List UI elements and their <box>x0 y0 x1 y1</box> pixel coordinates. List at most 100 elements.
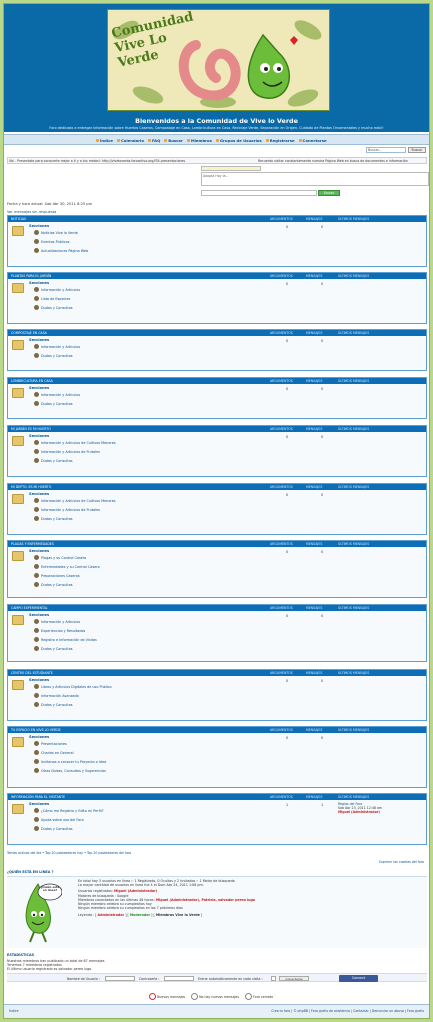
subforum-link[interactable]: Información y Artículos <box>34 619 80 624</box>
nav-register[interactable]: Registrarse <box>265 138 295 143</box>
subforum-link[interactable]: Información y Artículos de Cultivos Meno… <box>34 498 116 503</box>
unanswered-link[interactable]: Ver mensajes sin respuesta <box>7 210 57 214</box>
subforum-link[interactable]: Registro e Información de Visitas <box>34 637 97 642</box>
subforum-link[interactable]: Actualizaciones Página Web <box>34 248 88 253</box>
category-title[interactable]: CENTRO DEL ESTUDIANTE <box>11 671 53 675</box>
subforum-link[interactable]: Invítanos a conocer tu Proyecto o Idea <box>34 759 106 764</box>
footer-links[interactable]: Crea tu foro | © phpBB | Foro gratis de … <box>271 1009 424 1013</box>
subforum-icon <box>34 401 39 406</box>
legend-moderator[interactable]: Moderador <box>129 913 151 918</box>
category-title[interactable]: PLANTAS PARA EL JARDÍN <box>11 274 52 278</box>
category-title[interactable]: PLAGAS Y ENFERMEDADES <box>11 542 54 546</box>
nav-faq[interactable]: FAQ <box>147 138 160 143</box>
login-button[interactable]: Conectarse <box>279 976 309 981</box>
who-online-box: ¿Quién está en línea? En total hay 3 usu… <box>7 876 427 948</box>
subforum-icon <box>34 353 39 358</box>
category-title[interactable]: MI JARDÍN ES MI HUERTO <box>11 427 51 431</box>
category-title[interactable]: CAMPO EXPERIMENTAL <box>11 606 48 610</box>
sections-label[interactable]: Secciones <box>29 492 50 496</box>
sections-label[interactable]: Secciones <box>29 735 50 739</box>
sections-label[interactable]: Secciones <box>29 434 50 438</box>
subforum-link[interactable]: Información y Artículos de Cultivos Meno… <box>34 440 116 445</box>
search-input[interactable]: Buscar... <box>366 147 406 153</box>
nav-members[interactable]: Miembros <box>186 138 212 143</box>
subforum-link[interactable]: Plagas y su Control Casero <box>34 555 86 560</box>
nav-index[interactable]: Índice <box>96 138 113 143</box>
subforum-link[interactable]: Información y Artículos <box>34 287 80 292</box>
legend-members[interactable]: Miembros Vive lo Verde <box>155 913 200 918</box>
subforum-link[interactable]: Experiencias y Resultados <box>34 628 85 633</box>
subforum-link[interactable]: Dudas y Consultas <box>34 582 73 587</box>
sections-label[interactable]: Secciones <box>29 386 50 390</box>
nav-calendar[interactable]: Calendario <box>116 138 144 143</box>
category-title[interactable]: NOTICIAS <box>11 217 27 221</box>
subforum-icon <box>34 808 39 813</box>
news-ticker[interactable]: Vbl - Presentate para conocerte mejor a … <box>7 157 427 164</box>
last24-users[interactable]: Miguel (Administrador), Patricia, salvad… <box>155 897 256 902</box>
subforum-link[interactable]: Dudas y Consultas <box>34 646 73 651</box>
last-post-title[interactable]: Reglas del Foro <box>338 802 363 806</box>
category-title[interactable]: MI DEPTO. ES MI HUERTO <box>11 485 52 489</box>
subforum-link[interactable]: Dudas y Consultas <box>34 401 73 406</box>
subforum-link[interactable]: Dudas y Consultas <box>34 702 73 707</box>
sections-label[interactable]: Secciones <box>29 224 50 228</box>
subforum-link[interactable]: Dudas y Consultas <box>34 516 73 521</box>
top-posters-links[interactable]: Temas activos del día • Top 20 posteador… <box>7 851 132 855</box>
subforum-link[interactable]: Información y Artículos de Frutales <box>34 449 100 454</box>
subforum-link[interactable]: Libros y Artículos Digitales de uso Públ… <box>34 684 112 689</box>
subforum-link[interactable]: ¿Cómo me Registro y Edito mi Perfil? <box>34 808 104 813</box>
sections-label[interactable]: Secciones <box>29 613 50 617</box>
stats-title: ESTADÍSTICAS <box>7 953 35 957</box>
subforum-link[interactable]: Eventos Públicos <box>34 239 70 244</box>
category-title[interactable]: INFORMACIÓN PARA EL VISITANTE <box>11 795 66 799</box>
subforum-icon <box>34 507 39 512</box>
legend-admin[interactable]: Administrador <box>97 913 125 918</box>
last-post-author[interactable]: Miguel (Administrador) <box>338 810 380 815</box>
nav-groups[interactable]: Grupos de Usuarios <box>215 138 262 143</box>
subforum-link[interactable]: Información y Artículos <box>34 344 80 349</box>
category-title[interactable]: COMPOSTAJE EN CASA <box>11 331 47 335</box>
password-field[interactable] <box>164 976 194 981</box>
subforum-icon <box>34 287 39 292</box>
category-title[interactable]: TU ESPACIO EN VIVE LO VERDE <box>11 728 61 732</box>
registered-user[interactable]: Miguel (Administrador) <box>114 889 158 894</box>
subforum-link[interactable]: Dudas y Consultas <box>34 458 73 463</box>
sections-label[interactable]: Secciones <box>29 802 50 806</box>
subforum-link[interactable]: Noticias Vive lo Verde <box>34 230 78 235</box>
subforum-link[interactable]: Charlas en General <box>34 750 74 755</box>
remember-checkbox[interactable] <box>271 976 276 981</box>
sections-label[interactable]: Secciones <box>29 281 50 285</box>
subforum-link[interactable]: Otras Dudas, Consultas y Sugerencias <box>34 768 106 773</box>
chat-send-button[interactable]: Enviar <box>318 190 340 196</box>
nav-search[interactable]: Buscar <box>164 138 183 143</box>
subforum-link[interactable]: Información y Artículos de Frutales <box>34 507 100 512</box>
subforum-link[interactable]: Información y Artículos <box>34 392 80 397</box>
subforum-link[interactable]: Preparaciones Caseras <box>34 573 80 578</box>
ticker-text: Vbl - Presentate para conocerte mejor a … <box>9 159 186 163</box>
forum-category: PLAGAS Y ENFERMEDADES ARGUMENTOS MENSAJES Ú… <box>7 540 427 598</box>
subforum-link[interactable]: Ayuda sobre uso del Foro <box>34 817 84 822</box>
subforum-link[interactable]: Información Avanzada <box>34 693 79 698</box>
facebook-connect-button[interactable]: Connect <box>339 975 378 982</box>
category-title[interactable]: LOMBRICULTURA EN CASA <box>11 379 53 383</box>
nav-login[interactable]: Conectarse <box>298 138 327 143</box>
sections-label[interactable]: Secciones <box>29 678 50 682</box>
subforum-link[interactable]: Dudas y Consultas <box>34 305 73 310</box>
subforum-link[interactable]: Lista de Especies <box>34 296 70 301</box>
last-post[interactable]: Reglas del Foro Sab Abr 23, 2011 12:48 am… <box>338 802 382 815</box>
subforum-link[interactable]: Presentaciones <box>34 741 67 746</box>
subforum-link[interactable]: Dudas y Consultas <box>34 826 73 831</box>
search-button[interactable]: Buscar <box>408 147 426 153</box>
mascot-image: ¿Quién está en línea? <box>12 880 63 946</box>
chat-toolbar[interactable] <box>201 166 261 171</box>
sections-label[interactable]: Secciones <box>29 338 50 342</box>
chat-input[interactable] <box>201 190 317 196</box>
footer-home-link[interactable]: Índice <box>9 1009 19 1013</box>
subforum-link[interactable]: Enfermedades y su Control Casero <box>34 564 100 569</box>
category-body: Secciones 0 0 Información y Artículos Experi… <box>8 611 426 661</box>
delete-cookies-link[interactable]: Suprimir las cookies del foro <box>378 860 424 864</box>
username-field[interactable] <box>105 976 135 981</box>
sections-label[interactable]: Secciones <box>29 549 50 553</box>
subforum-link[interactable]: Dudas y Consultas <box>34 353 73 358</box>
category-body: Secciones 0 0 Información y Artículos Dudas … <box>8 384 426 418</box>
